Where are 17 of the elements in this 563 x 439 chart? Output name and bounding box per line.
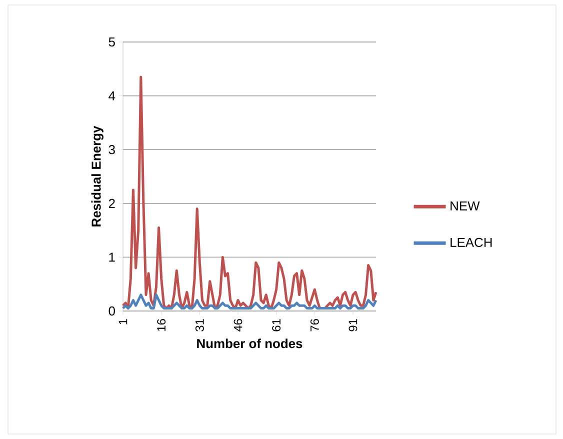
y-tick-label: 5 — [108, 37, 115, 47]
x-tick-label: 61 — [272, 319, 281, 332]
legend-label: LEACH — [450, 238, 492, 248]
y-tick-label: 3 — [108, 145, 115, 154]
legend-label: NEW — [450, 201, 480, 210]
y-tick-label: 1 — [109, 252, 115, 262]
y-tick-label: 4 — [108, 91, 116, 100]
x-tick-label: 16 — [157, 319, 166, 331]
x-tick-label: 46 — [234, 319, 242, 332]
x-tick-label: 31 — [195, 319, 204, 332]
x-tick-label: 76 — [310, 319, 319, 332]
y-axis-title: Residual Energy — [91, 126, 104, 226]
y-tick-label: 0 — [108, 306, 115, 316]
y-tick-label: 2 — [108, 198, 115, 208]
x-tick-label: 1 — [118, 319, 128, 324]
x-tick-label: 91 — [348, 319, 358, 332]
x-axis-title: Number of nodes — [197, 338, 302, 348]
